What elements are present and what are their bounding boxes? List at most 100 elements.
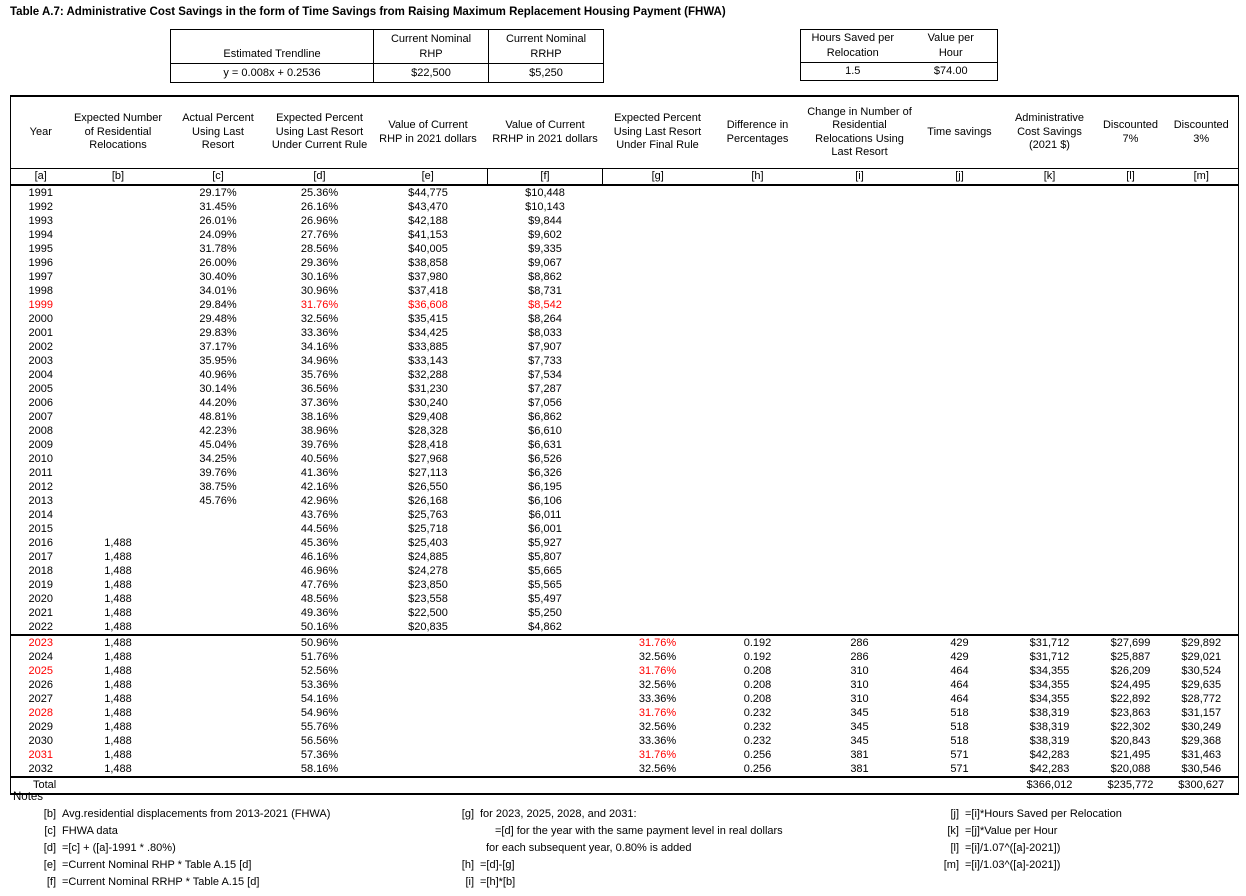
cell-d[interactable]: 38.16% (300, 411, 339, 423)
cell-c[interactable]: 37.17% (199, 341, 237, 353)
cell-f[interactable] (488, 706, 603, 720)
cell-c[interactable] (166, 550, 271, 564)
cell-c[interactable]: 40.96% (199, 369, 237, 381)
cell-f[interactable]: $6,106 (528, 495, 562, 507)
cell-i[interactable] (803, 536, 917, 550)
cell-g[interactable]: 31.76% (638, 749, 677, 761)
cell-g[interactable]: 31.76% (638, 665, 677, 677)
column-header-g[interactable]: Expected Percent Using Last Resort Under… (602, 96, 713, 169)
cell-l[interactable] (1097, 354, 1165, 368)
cell-j[interactable] (917, 200, 1003, 214)
cell-l[interactable] (1097, 396, 1165, 410)
cell-g[interactable] (603, 452, 713, 466)
column-header-h[interactable]: Difference in Percentages (712, 96, 803, 169)
cell-e[interactable]: $34,425 (408, 327, 448, 339)
cell-b[interactable] (71, 466, 166, 480)
cell-g[interactable] (603, 466, 713, 480)
cell-h[interactable] (713, 550, 803, 564)
cell-c[interactable]: 29.48% (199, 313, 237, 325)
cell-f[interactable]: $9,067 (528, 257, 562, 269)
cell-f[interactable]: $7,056 (528, 397, 562, 409)
column-label-g[interactable]: [g] (602, 168, 713, 186)
cell-c[interactable] (166, 734, 271, 748)
cell-b[interactable] (71, 326, 166, 340)
cell-l[interactable] (1097, 312, 1165, 326)
cell-f[interactable]: $6,326 (528, 467, 562, 479)
cell-m[interactable] (1165, 312, 1239, 326)
cell-b[interactable] (71, 228, 166, 242)
cell-e[interactable] (369, 692, 488, 706)
cell-m[interactable]: $31,463 (1181, 749, 1222, 761)
hours-saved-per-relocation-value[interactable]: 1.5 (800, 62, 905, 81)
cell-h[interactable] (713, 368, 803, 382)
cell-a[interactable]: 2020 (28, 593, 53, 605)
column-label-m[interactable]: [m] (1164, 168, 1239, 186)
cell-d[interactable]: 29.36% (300, 257, 339, 269)
cell-k[interactable]: $38,319 (1029, 735, 1070, 747)
cell-g[interactable]: 33.36% (638, 735, 677, 747)
cell-l[interactable]: $25,887 (1110, 651, 1151, 663)
cell-e[interactable] (369, 720, 488, 734)
cell-m[interactable] (1165, 508, 1239, 522)
cell-g[interactable] (603, 620, 713, 635)
cell-m[interactable]: $31,157 (1181, 707, 1222, 719)
cell-i[interactable] (803, 214, 917, 228)
cell-d[interactable]: 39.76% (300, 439, 339, 451)
cell-d[interactable]: 47.76% (300, 579, 339, 591)
cell-m[interactable] (1165, 185, 1239, 200)
cell-j[interactable] (917, 606, 1003, 620)
cell-i[interactable]: 345 (850, 707, 869, 719)
cell-b[interactable] (71, 284, 166, 298)
cell-h[interactable]: 0.208 (743, 693, 772, 705)
cell-l[interactable]: $22,302 (1110, 721, 1151, 733)
cell-m[interactable]: $29,368 (1181, 735, 1222, 747)
cell-d[interactable]: 49.36% (300, 607, 339, 619)
cell-l[interactable]: $23,863 (1110, 707, 1151, 719)
cell-g[interactable] (603, 228, 713, 242)
cell-i[interactable] (803, 424, 917, 438)
column-label-h[interactable]: [h] (712, 168, 803, 186)
cell-c[interactable]: 35.95% (199, 355, 237, 367)
cell-m[interactable] (1165, 270, 1239, 284)
column-label-k[interactable]: [k] (1002, 168, 1097, 186)
cell-a[interactable]: 2025 (28, 665, 53, 677)
cell-m[interactable] (1165, 564, 1239, 578)
cell-m[interactable] (1165, 382, 1239, 396)
cell-g[interactable] (603, 354, 713, 368)
cell-e[interactable]: $28,418 (408, 439, 448, 451)
cell-j[interactable] (917, 578, 1003, 592)
cell-m[interactable] (1165, 298, 1239, 312)
cell-g[interactable]: 32.56% (638, 651, 677, 663)
cell-g[interactable] (603, 564, 713, 578)
cell-i[interactable] (803, 200, 917, 214)
cell-k[interactable] (1003, 606, 1097, 620)
cell-f[interactable] (488, 678, 603, 692)
cell-c[interactable] (166, 720, 271, 734)
cell-l[interactable]: $20,843 (1110, 735, 1151, 747)
cell-a[interactable]: 2006 (28, 397, 53, 409)
cell-m[interactable] (1165, 578, 1239, 592)
cell-g[interactable] (603, 424, 713, 438)
cell-f[interactable] (488, 720, 603, 734)
cell-l[interactable] (1097, 410, 1165, 424)
cell-g[interactable]: 31.76% (602, 634, 713, 650)
cell-e[interactable]: $22,500 (408, 607, 448, 619)
cell-f[interactable]: $6,001 (528, 523, 562, 535)
cell-h[interactable] (713, 620, 803, 635)
cell-h[interactable]: 0.192 (712, 634, 803, 650)
cell-b[interactable]: 1,488 (104, 579, 132, 591)
cell-k[interactable] (1003, 424, 1097, 438)
cell-c[interactable] (166, 650, 271, 664)
cell-h[interactable]: 0.256 (743, 763, 772, 775)
cell-a[interactable]: 2030 (28, 735, 53, 747)
cell-e[interactable] (369, 762, 488, 777)
value-per-hour-header[interactable]: Value per Hour (927, 32, 974, 59)
cell-d[interactable]: 58.16% (300, 763, 339, 775)
cell-j[interactable] (917, 494, 1003, 508)
cell-g[interactable] (603, 536, 713, 550)
cell-f[interactable]: $8,264 (528, 313, 562, 325)
current-nominal-rrhp-header[interactable]: Current Nominal RRHP (488, 29, 604, 64)
cell-j[interactable] (917, 480, 1003, 494)
cell-d[interactable]: 33.36% (300, 327, 339, 339)
column-label-e[interactable]: [e] (368, 168, 488, 186)
